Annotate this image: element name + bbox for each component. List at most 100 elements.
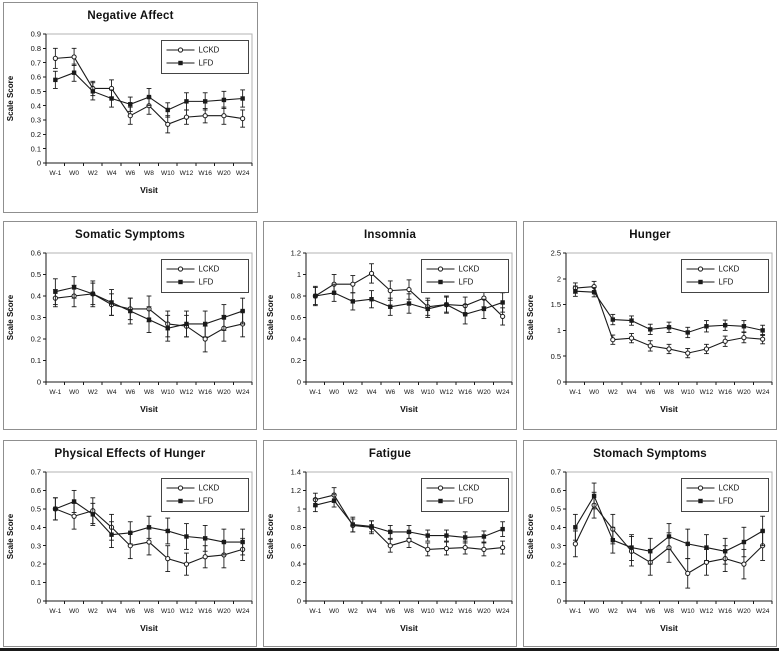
marker-open-circle [437, 485, 444, 491]
marker-filled-square [71, 499, 77, 504]
y-tick-label: 0.8 [291, 292, 301, 301]
marker-filled-square [109, 300, 114, 305]
series-lfd [53, 70, 245, 113]
x-tick-label: W6 [125, 389, 135, 396]
x-tick-label: W4 [107, 608, 117, 615]
marker-filled-square [573, 288, 578, 294]
marker-filled-square [388, 529, 393, 535]
marker-open-circle [240, 115, 246, 122]
y-tick-label: 1 [297, 504, 301, 513]
marker-filled-square [666, 534, 672, 539]
legend-label: LFD [719, 497, 734, 506]
x-tick-label: W12 [700, 608, 714, 615]
x-axis: W-1 W0 W2 W4 W6 W8 W10 W12 W16 W20 W24 [45, 162, 253, 177]
marker-filled-square [350, 299, 356, 304]
x-tick-label: W24 [236, 389, 250, 396]
marker-open-circle [685, 350, 691, 356]
chart-panel-insomnia: Insomnia 0 0.2 0.4 0.6 0.8 1 1.2 W-1 W0 W2 W4 W6 W8 W… [263, 221, 517, 430]
marker-filled-square [202, 321, 208, 327]
marker-filled-square [128, 530, 133, 536]
legend: LCKD LFD [161, 40, 249, 74]
y-tick-label: 0.2 [31, 130, 41, 139]
legend: LCKD LFD [161, 259, 249, 293]
y-tick-label: 0.4 [291, 560, 301, 569]
legend-label: LCKD [199, 265, 220, 274]
x-axis-label: Visit [140, 404, 158, 414]
marker-filled-square [666, 325, 672, 330]
y-tick-label: 0 [297, 597, 301, 606]
y-tick-label: 0.5 [31, 87, 41, 96]
x-tick-label: W6 [385, 389, 395, 396]
marker-filled-square [240, 539, 245, 545]
x-tick-label: W4 [107, 170, 117, 177]
y-tick-label: 0.4 [31, 523, 41, 532]
y-tick-label: 0.1 [551, 578, 561, 587]
marker-filled-square [146, 525, 152, 530]
chart-title: Negative Affect [87, 10, 174, 22]
chart-panel-physical-effects-of-hunger: Physical Effects of Hunger 0 0.1 0.2 0.3 0.4… [3, 440, 257, 647]
x-tick-label: W24 [236, 608, 250, 615]
marker-filled-square [610, 537, 616, 543]
y-tick-label: 0.5 [551, 352, 561, 361]
y-tick-label: 0 [37, 597, 41, 606]
chart-title: Physical Effects of Hunger [54, 448, 206, 460]
x-tick-label: W2 [608, 389, 618, 396]
y-axis: 0 0.1 0.2 0.3 0.4 0.5 0.6 0.7 [31, 468, 47, 606]
x-axis-label: Visit [140, 185, 158, 195]
x-tick-label: W6 [645, 608, 655, 615]
marker-filled-square [128, 102, 133, 107]
x-tick-label: W6 [645, 389, 655, 396]
marker-open-circle [697, 485, 704, 491]
marker-open-circle [572, 541, 578, 547]
marker-open-circle [406, 286, 412, 293]
chart-canvas-somatic-symptoms: 0 0.1 0.2 0.3 0.4 0.5 0.6 W-1 W0 W2 W4 W6 W8 W10 W12 W1… [6, 249, 253, 414]
marker-open-circle [165, 556, 171, 562]
y-axis-label: Scale Score [266, 294, 275, 340]
marker-filled-square [313, 293, 318, 299]
x-tick-label: W2 [88, 608, 98, 615]
marker-open-circle [71, 513, 77, 519]
x-tick-label: W-1 [49, 170, 61, 177]
legend: LCKD LFD [421, 478, 509, 512]
x-tick-label: W0 [69, 608, 79, 615]
y-tick-label: 0.3 [31, 116, 41, 125]
y-tick-label: 2 [557, 274, 561, 283]
chart-canvas-insomnia: 00.20.40.60.811.2W-1 W0 W2 W4 W6 W8 W10 W12 W16 W… [266, 249, 513, 414]
marker-filled-square [704, 545, 709, 550]
chart-panel-stomach-symptoms: Stomach Symptoms 0 0.1 0.2 0.3 0.4 0.5 0.6 0.7 W… [523, 440, 777, 647]
y-tick-label: 1 [557, 326, 561, 335]
series-lfd [313, 290, 505, 317]
marker-open-circle [647, 343, 653, 349]
y-axis: 0 0.5 1 1.5 2 2.5 [551, 249, 567, 387]
marker-filled-square [202, 536, 208, 541]
marker-filled-square [500, 300, 505, 305]
x-tick-label: W20 [217, 170, 231, 177]
y-axis: 0 0.1 0.2 0.3 0.4 0.5 0.6 [31, 249, 47, 387]
y-tick-label: 0.3 [551, 541, 561, 550]
marker-open-circle [387, 288, 393, 294]
marker-filled-square [165, 528, 170, 534]
x-tick-label: W0 [69, 170, 79, 177]
marker-filled-square [202, 99, 208, 104]
x-tick-label: W16 [458, 389, 472, 396]
marker-filled-square [425, 306, 430, 312]
legend-box [161, 259, 249, 293]
x-tick-label: W4 [627, 389, 637, 396]
marker-filled-square [629, 318, 634, 323]
marker-open-circle [146, 539, 152, 545]
legend-label: LFD [199, 59, 214, 68]
marker-filled-square [573, 525, 578, 530]
x-tick-label: W16 [718, 389, 732, 396]
marker-open-circle [741, 335, 747, 341]
x-tick-label: W10 [421, 608, 435, 615]
marker-open-circle [697, 266, 704, 272]
legend-box [681, 478, 769, 512]
y-tick-label: 0.2 [31, 335, 41, 344]
x-tick-label: W0 [329, 608, 339, 615]
y-axis: 0 0.1 0.2 0.3 0.4 0.5 0.6 0.7 0.8 0.9 [31, 30, 47, 168]
x-tick-label: W10 [161, 608, 175, 615]
marker-filled-square [698, 498, 703, 504]
marker-open-circle [628, 335, 635, 341]
y-tick-label: 0 [557, 597, 561, 606]
x-axis: W-1 W0 W2 W4 W6 W8 W10 W12 W16 W20 W24 [565, 600, 773, 615]
